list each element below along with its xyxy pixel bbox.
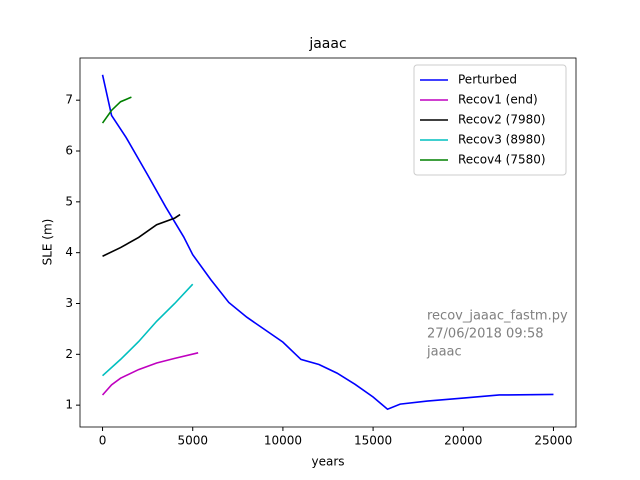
x-tick-label: 10000 (264, 434, 302, 448)
line (102, 283, 194, 377)
annotation: 27/06/2018 09:58 (427, 327, 544, 342)
line (101, 352, 199, 396)
axes-frame (79, 57, 577, 428)
annotation: jaaac (426, 345, 462, 360)
y-tick-label: 5 (65, 194, 73, 208)
x-tick-label: 0 (99, 434, 107, 448)
legend-box (413, 64, 567, 176)
y-tick-label: 3 (65, 296, 73, 310)
legend-label: Recov2 (7980) (458, 113, 546, 127)
y-tick-label: 4 (65, 245, 73, 259)
line (102, 213, 181, 257)
chart-title: jaaac (308, 36, 346, 52)
x-axis-label: years (311, 455, 344, 469)
line (101, 96, 132, 124)
y-tick-label: 6 (65, 144, 73, 158)
y-axis-label: SLE (m) (41, 219, 55, 266)
y-tick-label: 1 (65, 398, 73, 412)
legend-label: Recov4 (7580) (458, 153, 546, 167)
legend-label: Recov3 (8980) (458, 133, 546, 147)
x-tick-label: 15000 (354, 434, 392, 448)
legend-label: Recov1 (end) (458, 93, 538, 107)
legend-label: Perturbed (458, 73, 517, 87)
x-tick-label: 25000 (534, 434, 572, 448)
line (101, 74, 554, 411)
x-tick-label: 20000 (444, 434, 482, 448)
x-tick-label: 5000 (177, 434, 208, 448)
y-tick-label: 7 (65, 93, 73, 107)
annotation: recov_jaaac_fastm.py (427, 309, 568, 324)
y-tick-label: 2 (65, 347, 73, 361)
